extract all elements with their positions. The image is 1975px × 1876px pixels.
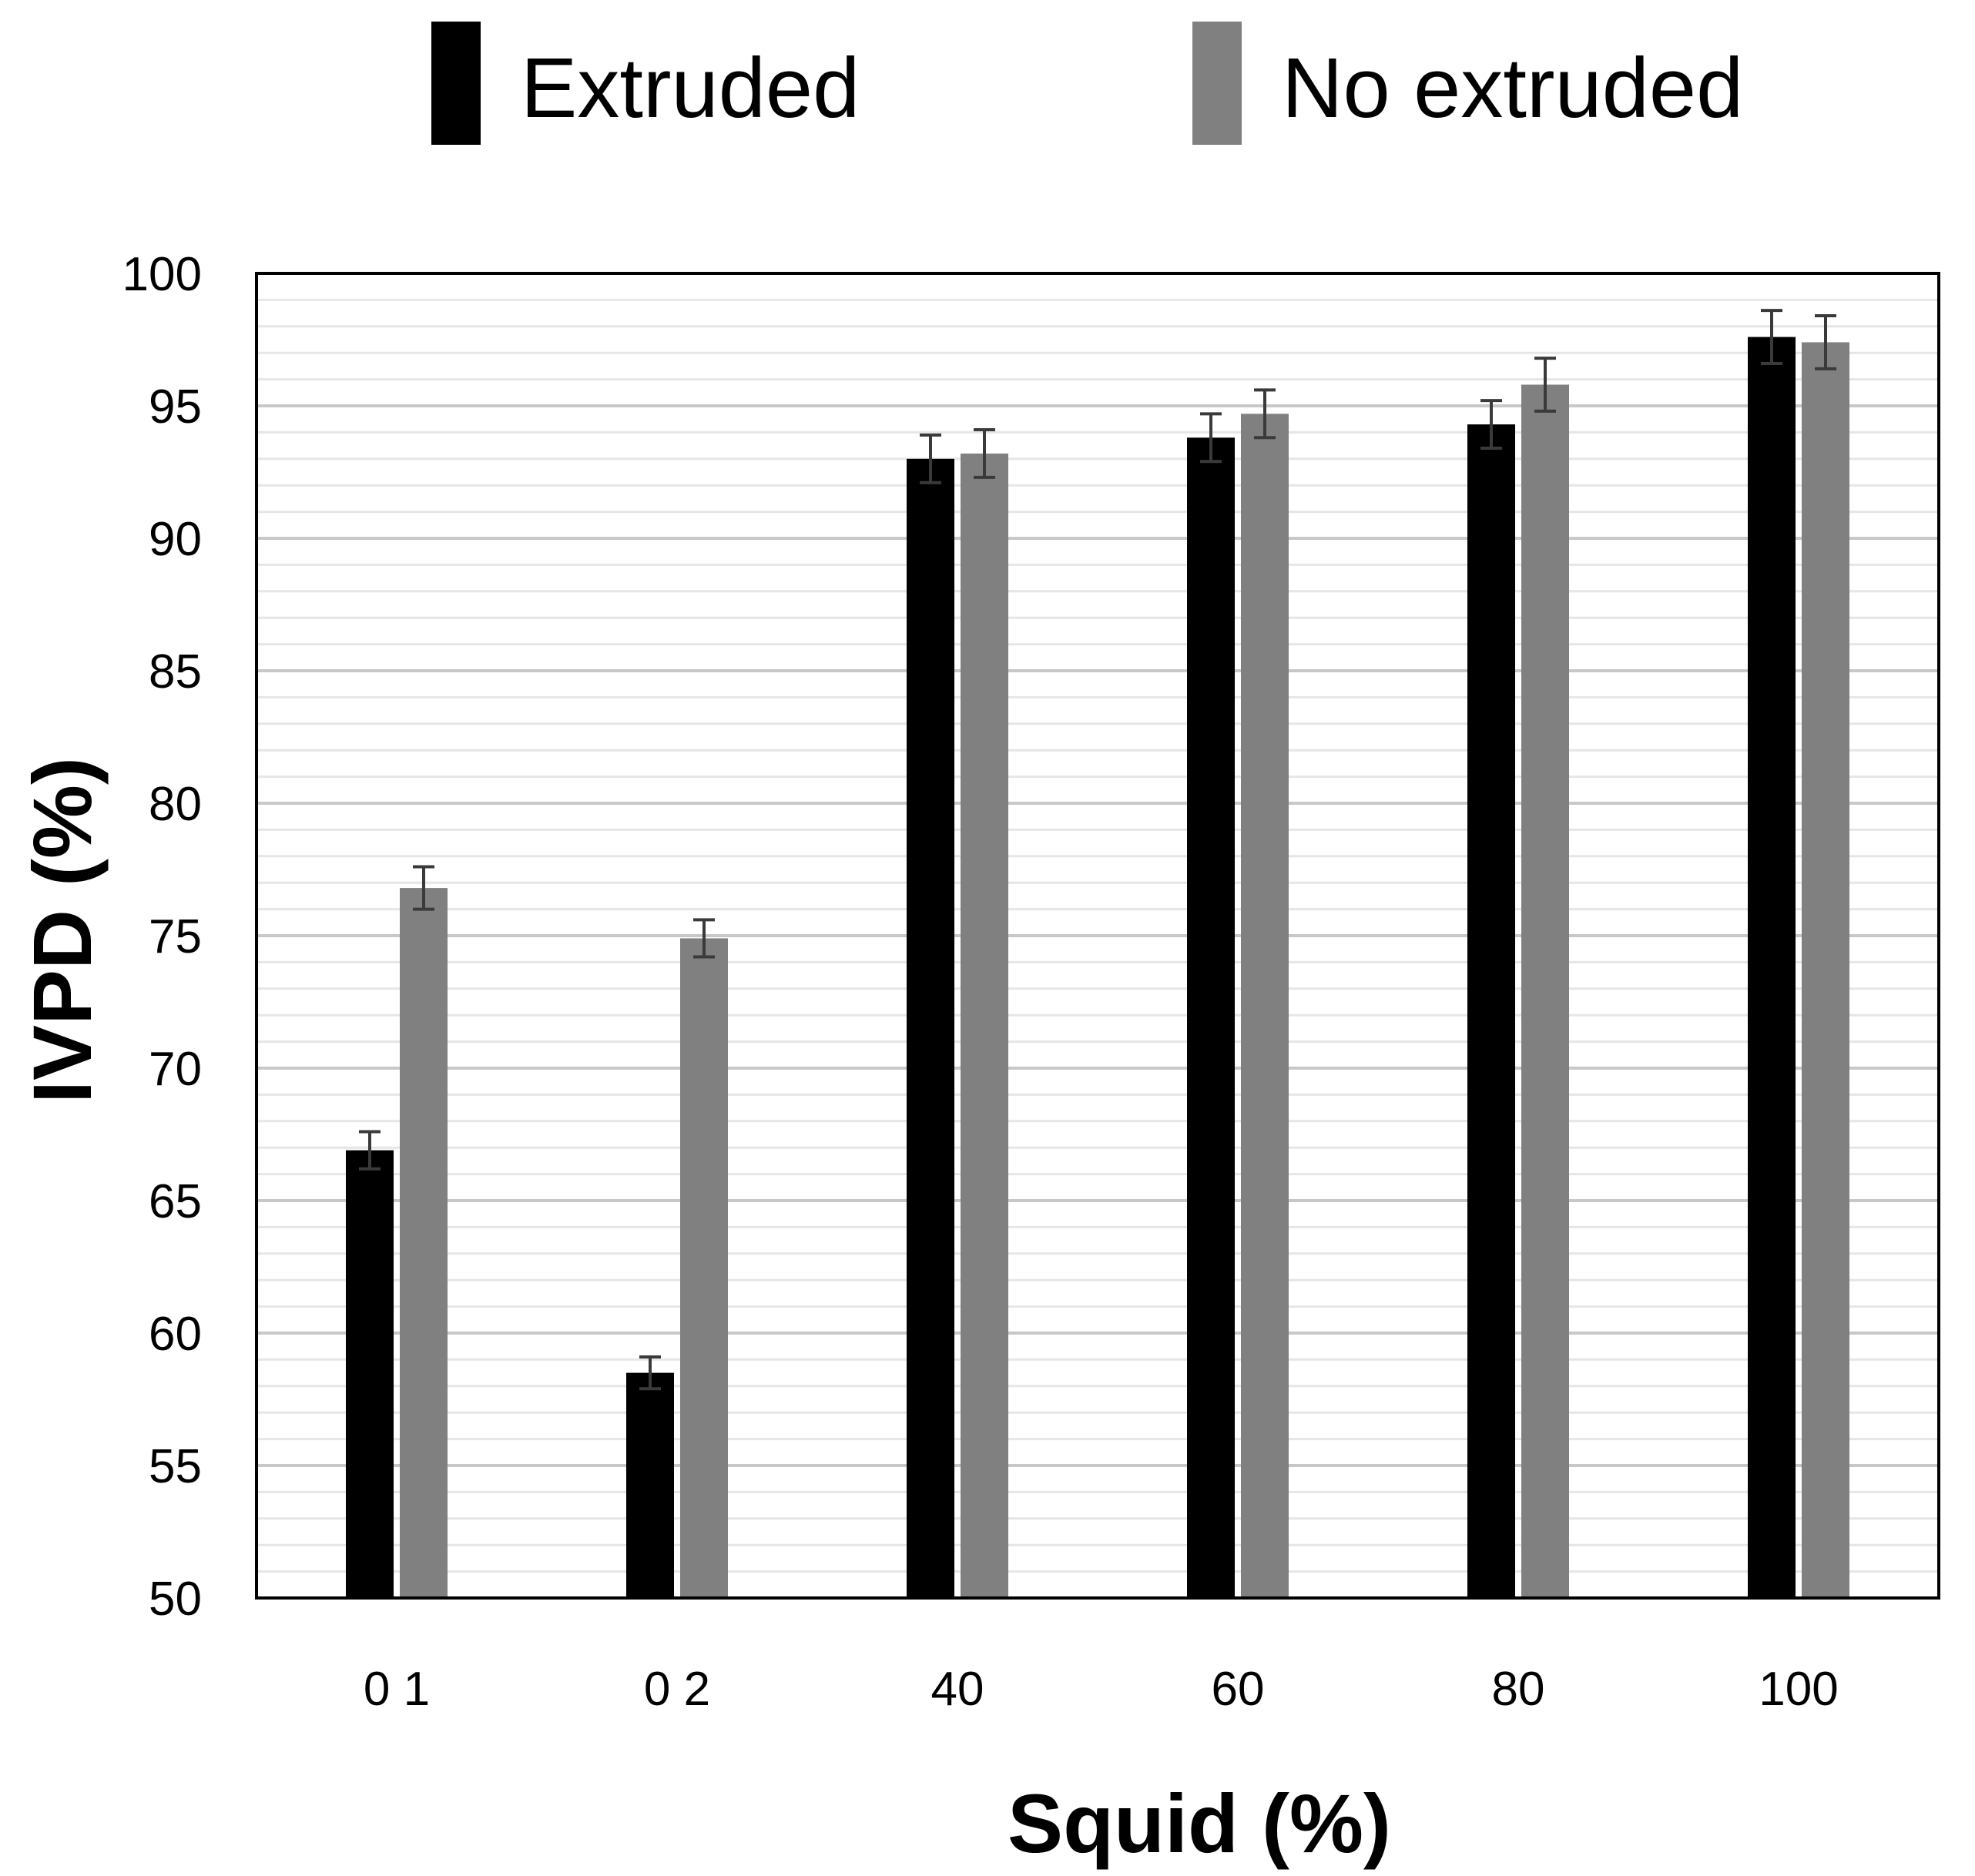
bar-no-extruded <box>1521 384 1569 1599</box>
bar-extruded <box>626 1372 674 1598</box>
legend-label: No extruded <box>1282 41 1743 136</box>
error-bars <box>359 309 1836 1391</box>
x-tick-label: 40 <box>931 1663 984 1716</box>
y-tick-label: 55 <box>149 1440 202 1493</box>
y-axis-title: IVPD (%) <box>15 757 109 1104</box>
bar-extruded <box>1467 424 1515 1598</box>
bar-extruded <box>1748 337 1796 1598</box>
x-tick-label: 60 <box>1212 1663 1265 1716</box>
legend-label: Extruded <box>521 41 860 136</box>
legend-swatch-extruded <box>431 22 481 145</box>
y-tick-label: 50 <box>149 1573 202 1626</box>
y-tick-label: 95 <box>149 380 202 434</box>
y-tick-label: 100 <box>122 248 202 301</box>
x-tick-label: 80 <box>1492 1663 1545 1716</box>
y-tick-label: 70 <box>149 1043 202 1096</box>
bar-extruded <box>1187 437 1235 1598</box>
legend-swatch-no-extruded <box>1192 22 1242 145</box>
bar-no-extruded <box>400 888 448 1598</box>
bars <box>346 337 1849 1599</box>
x-tick-label: 0 2 <box>644 1663 710 1716</box>
y-tick-label: 80 <box>149 778 202 831</box>
bar-no-extruded <box>961 453 1008 1599</box>
bar-no-extruded <box>1802 342 1849 1599</box>
bar-no-extruded <box>680 938 728 1598</box>
y-axis-ticks: 50 55 60 65 70 75 80 85 90 95 100 <box>122 248 202 1626</box>
x-tick-label: 100 <box>1759 1663 1838 1716</box>
gridlines <box>257 298 1939 1573</box>
plot-area-frame <box>255 272 1940 1600</box>
x-axis-ticks: 0 1 0 2 40 60 80 100 <box>364 1663 1839 1716</box>
y-tick-label: 90 <box>149 513 202 566</box>
x-tick-label: 0 1 <box>364 1663 430 1716</box>
bar-extruded <box>907 458 954 1598</box>
y-tick-label: 85 <box>149 645 202 698</box>
y-tick-label: 65 <box>149 1175 202 1228</box>
y-tick-label: 75 <box>149 910 202 963</box>
legend: Extruded No extruded <box>431 22 1743 145</box>
y-tick-label: 60 <box>149 1308 202 1361</box>
bar-no-extruded <box>1241 414 1289 1598</box>
x-axis-title: Squid (%) <box>1008 1777 1391 1870</box>
bar-extruded <box>346 1150 394 1598</box>
